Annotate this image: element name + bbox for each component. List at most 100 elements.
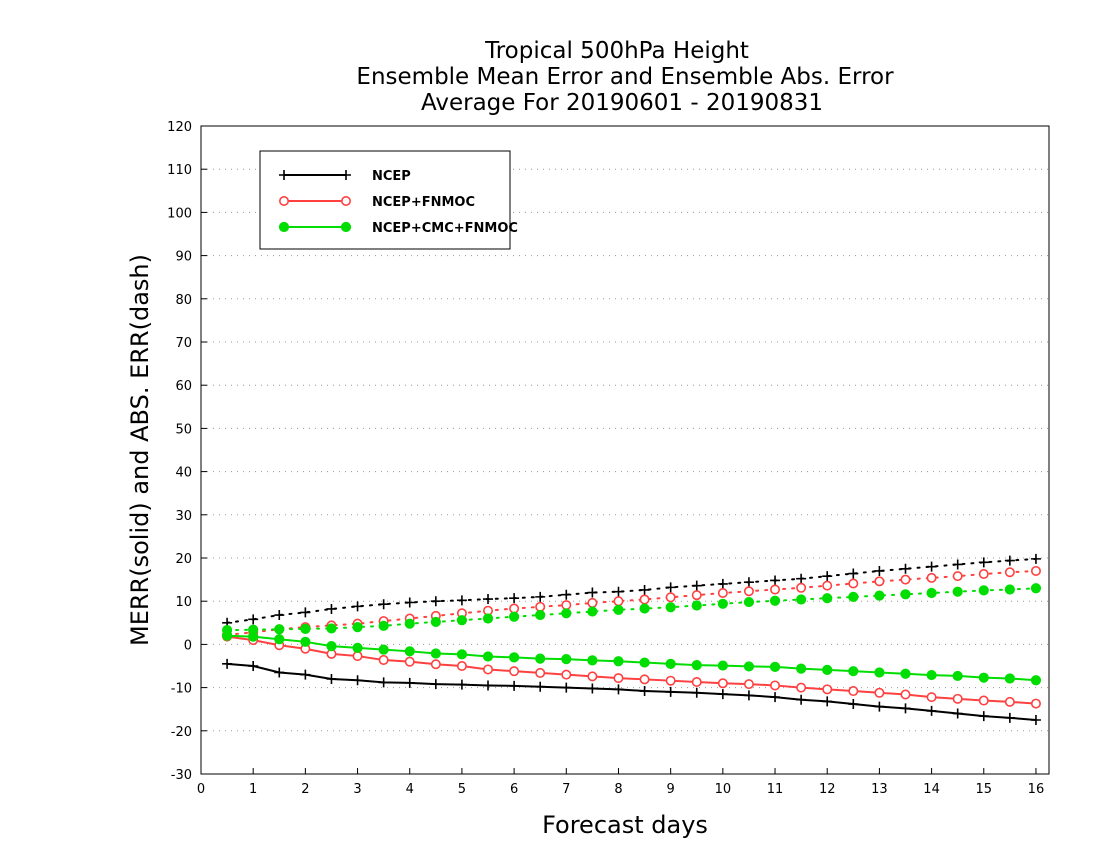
merr-point [430,679,441,690]
plot-frame [200,125,1050,775]
merr-point [248,661,259,671]
merr-point [848,666,859,677]
merr-point [665,658,676,669]
merr-point [978,672,989,683]
merr-point [665,686,676,697]
title-line-2: Ensemble Mean Error and Ensemble Abs. Er… [356,64,894,90]
abs-err-point [770,584,781,595]
merr-point [430,659,441,670]
legend-marker-end [341,170,351,180]
abs-err-point [404,597,415,608]
merr-point [326,641,337,652]
merr-point [430,648,441,659]
merr-point [848,686,859,697]
merr-point [300,669,311,680]
x-tick-label: 2 [301,782,309,797]
abs-err-point [587,587,598,598]
legend-label-2: NCEP+CMC+FNMOC [372,221,518,236]
abs-err-point [300,607,311,618]
abs-err-point [900,563,911,574]
abs-err-point [796,582,807,593]
merr-point [717,689,728,700]
merr-point [535,653,546,664]
abs-err-point [743,596,755,608]
merr-point [717,678,728,689]
merr-point [639,686,650,697]
merr-point [743,690,754,701]
merr-point [456,649,468,660]
merr-point [456,660,467,671]
abs-err-point [456,615,468,626]
abs-err-line-0 [226,557,1037,624]
merr-point [848,699,859,710]
merr-point [535,681,546,692]
merr-point [952,693,963,704]
y-tick-label: 0 [184,638,192,653]
legend-marker-start [278,221,290,233]
merr-point [1030,715,1041,725]
abs-err-point [404,618,415,629]
x-tick-label: 14 [923,782,940,797]
merr-point [378,644,389,655]
abs-err-point [848,591,859,602]
x-tick-label: 7 [562,782,570,797]
merr-point [639,657,650,668]
merr-point [1004,673,1015,684]
abs-err-point [900,589,911,600]
abs-err-point [691,590,702,601]
abs-err-point [874,565,885,576]
legend-marker-start [279,170,289,180]
merr-point [770,680,781,691]
abs-err-point [352,601,363,612]
title-line-1: Tropical 500hPa Height [484,38,749,64]
abs-err-point [613,596,624,607]
abs-err-point [639,603,650,614]
x-tick-label: 12 [819,782,836,797]
merr-point [822,664,833,675]
abs-err-point [326,603,337,614]
merr-point [978,695,989,706]
abs-err-point [900,574,911,585]
abs-err-point [1004,555,1015,566]
merr-point [404,677,415,688]
abs-err-point [952,571,963,582]
abs-err-point [613,604,624,615]
merr-point [926,669,937,681]
merr-line-0 [227,662,1037,721]
x-tick-label: 3 [353,782,361,797]
merr-point [1004,696,1015,707]
merr-point [378,654,389,665]
merr-point [483,680,494,691]
merr-point [587,683,598,694]
abs-err-point [796,573,807,584]
abs-err-point [561,600,572,611]
y-tick-label: 40 [175,466,192,481]
merr-point [326,673,337,684]
abs-err-point [613,586,624,597]
y-tick-label: 90 [175,250,192,265]
abs-err-point [665,582,676,593]
merr-point [900,703,911,714]
merr-point [274,667,285,678]
merr-point [352,642,363,653]
abs-err-point [326,623,337,634]
abs-err-point [1030,583,1042,594]
x-tick-label: 1 [249,782,257,797]
abs-err-point [926,561,937,572]
abs-err-point [1030,553,1041,564]
abs-err-point [274,624,285,635]
merr-point [509,680,520,691]
abs-err-point [926,587,937,599]
merr-point [796,682,807,693]
merr-point [978,711,989,722]
merr-point [221,630,233,641]
abs-err-point [509,593,520,604]
merr-point [248,631,259,642]
x-tick-label: 0 [197,782,205,797]
abs-err-point [352,622,363,633]
x-axis-label: Forecast days [542,811,708,839]
abs-err-point [874,576,885,587]
abs-err-point [822,580,833,591]
y-tick-label: 70 [175,336,192,351]
